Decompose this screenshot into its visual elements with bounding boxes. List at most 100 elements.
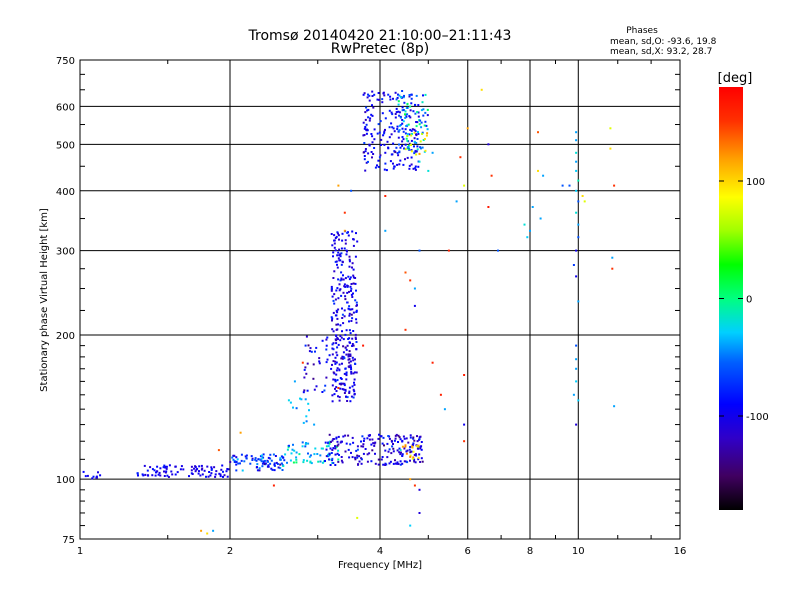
data-point xyxy=(404,445,407,448)
data-point xyxy=(447,249,450,252)
data-point xyxy=(371,156,373,159)
data-point xyxy=(236,458,239,461)
data-point xyxy=(399,159,402,162)
data-point xyxy=(351,262,354,265)
data-point xyxy=(413,460,416,463)
data-point xyxy=(424,149,427,152)
data-point xyxy=(330,233,333,235)
data-point xyxy=(182,468,185,471)
data-point xyxy=(572,264,575,266)
data-point xyxy=(210,467,213,470)
data-point xyxy=(318,362,321,365)
data-point xyxy=(341,313,344,316)
data-point xyxy=(301,361,304,364)
data-point xyxy=(577,223,580,226)
data-point xyxy=(345,374,348,377)
data-point xyxy=(383,168,386,171)
data-point xyxy=(405,115,408,118)
data-point xyxy=(341,461,344,464)
data-point xyxy=(330,285,333,288)
data-point xyxy=(405,137,408,140)
x-tick-label: 10 xyxy=(572,546,585,557)
data-point xyxy=(351,385,354,388)
data-point xyxy=(407,144,410,147)
data-point xyxy=(240,453,243,456)
data-point xyxy=(388,109,391,112)
data-point xyxy=(318,360,321,363)
data-point xyxy=(388,448,391,451)
data-point xyxy=(338,396,341,399)
data-point xyxy=(581,195,584,197)
data-point xyxy=(354,458,357,461)
data-point xyxy=(371,114,374,117)
data-point xyxy=(378,98,381,101)
data-point xyxy=(330,287,333,290)
data-point xyxy=(420,448,423,451)
data-point xyxy=(410,139,413,142)
data-point xyxy=(364,126,367,128)
data-point xyxy=(334,298,337,301)
data-point xyxy=(377,458,380,461)
data-point xyxy=(420,126,423,129)
data-point xyxy=(418,160,421,163)
data-point xyxy=(340,459,343,462)
data-point xyxy=(377,165,380,168)
data-point xyxy=(349,355,352,357)
data-point xyxy=(370,113,373,116)
data-point xyxy=(349,360,352,363)
data-point xyxy=(279,463,282,466)
data-point xyxy=(372,153,375,155)
data-point xyxy=(340,278,343,281)
data-point xyxy=(244,455,247,458)
data-point xyxy=(399,96,402,99)
data-point xyxy=(303,376,306,379)
data-point xyxy=(399,124,402,126)
data-point xyxy=(362,452,365,455)
data-point xyxy=(487,143,490,146)
data-point xyxy=(346,284,349,287)
data-point xyxy=(331,353,334,356)
data-point xyxy=(282,465,285,467)
data-point xyxy=(402,163,405,166)
data-point xyxy=(396,152,399,155)
data-point xyxy=(410,102,413,105)
data-point xyxy=(82,470,85,473)
data-point xyxy=(366,96,369,99)
data-point xyxy=(241,469,244,472)
data-point xyxy=(413,137,416,140)
data-point xyxy=(371,95,374,97)
data-point xyxy=(347,275,350,278)
data-point xyxy=(336,337,339,339)
data-point xyxy=(344,367,347,370)
data-point xyxy=(413,140,416,143)
data-point xyxy=(219,475,222,478)
data-point xyxy=(392,447,395,450)
data-point xyxy=(251,457,254,460)
data-point xyxy=(404,110,407,113)
data-point xyxy=(404,132,407,135)
data-point xyxy=(416,145,419,148)
data-point xyxy=(305,335,308,338)
data-point xyxy=(407,148,410,151)
data-point xyxy=(305,415,308,418)
data-point xyxy=(350,370,353,373)
data-point xyxy=(373,128,376,131)
data-point xyxy=(384,162,387,165)
data-point xyxy=(219,473,222,476)
data-point xyxy=(421,132,424,135)
data-point xyxy=(331,343,334,346)
data-point xyxy=(331,384,334,387)
data-point xyxy=(384,449,387,452)
data-point xyxy=(312,363,315,366)
data-point xyxy=(362,443,365,446)
data-point xyxy=(174,465,177,468)
data-point xyxy=(338,363,341,366)
data-point xyxy=(353,393,356,396)
data-point xyxy=(416,121,419,124)
data-point xyxy=(235,460,238,463)
data-point xyxy=(391,113,394,116)
data-point xyxy=(348,278,351,281)
data-point xyxy=(426,108,429,111)
data-point xyxy=(200,464,203,467)
data-point xyxy=(443,408,446,411)
